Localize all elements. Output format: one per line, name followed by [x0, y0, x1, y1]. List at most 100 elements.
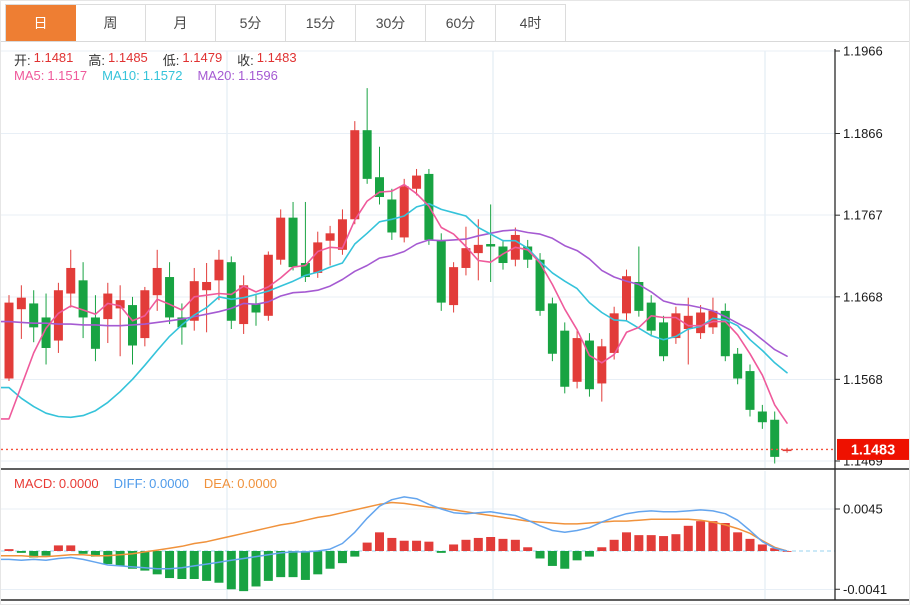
macd-histogram-bar [547, 551, 557, 566]
candle-body [572, 338, 582, 382]
candle-body [300, 263, 310, 278]
macd-histogram-bar [560, 551, 570, 569]
tab-month[interactable]: 月 [146, 5, 216, 41]
macd-histogram-bar [609, 539, 619, 551]
macd-histogram-bar [461, 539, 471, 551]
price-axis-label: 1.1767 [843, 208, 883, 223]
macd-histogram-bar [671, 534, 681, 551]
macd-histogram-bar [140, 551, 150, 571]
macd-histogram-bar [103, 551, 113, 565]
macd-histogram-bar [683, 525, 693, 551]
candle-body [350, 130, 360, 220]
macd-histogram-bar [597, 547, 607, 551]
macd-histogram-bar [399, 540, 409, 551]
candle-body [53, 290, 63, 341]
tab-60min[interactable]: 60分 [426, 5, 496, 41]
macd-row-dea: DEA: 0.0000 [203, 476, 278, 491]
price-axis-label: 1.1568 [843, 372, 883, 387]
candle-body [29, 303, 39, 328]
macd-histogram-bar [449, 544, 459, 551]
current-price-label [837, 438, 909, 460]
candle-body [337, 219, 347, 250]
tab-day[interactable]: 日 [6, 5, 76, 41]
candle-body [226, 262, 236, 321]
ohlc-readout: 开: 1.1481 高: 1.1485 低: 1.1479 收: 1.1483 [14, 50, 297, 69]
candle-body [696, 312, 706, 334]
macd-histogram-bar [288, 551, 298, 578]
candle-body [375, 177, 384, 198]
candle-body [399, 186, 409, 238]
macd-histogram-bar [523, 547, 533, 551]
macd-histogram-bar [696, 521, 706, 551]
price-axis-label: 1.1668 [843, 289, 883, 304]
candle-body [449, 267, 459, 306]
candle-body [412, 175, 422, 189]
macd-histogram-bar [782, 551, 792, 552]
macd-histogram-bar [152, 551, 162, 575]
macd-histogram-bar [424, 541, 434, 551]
candle-body [276, 217, 286, 260]
macd-legend: MACD: 0.0000 DIFF: 0.0000 DEA: 0.0000 [14, 476, 277, 491]
macd-histogram-bar [634, 535, 644, 551]
candle-body [165, 277, 175, 318]
macd-histogram-bar [78, 551, 88, 554]
macd-histogram-bar [66, 545, 76, 551]
ma-row-ma5: MA5: 1.1517 [14, 68, 88, 83]
macd-histogram-bar [720, 523, 730, 551]
candle-body [16, 297, 26, 310]
macd-axis-label: -0.0041 [843, 582, 887, 597]
candle-body [683, 315, 693, 330]
tab-4hour[interactable]: 4时 [496, 5, 566, 41]
macd-histogram-bar [584, 551, 594, 557]
macd-histogram-bar [29, 551, 39, 558]
macd-histogram-bar [165, 551, 175, 579]
candle-body [325, 233, 335, 241]
macd-histogram-bar [486, 537, 496, 551]
candle-body [177, 317, 187, 328]
candle-body [523, 246, 533, 260]
tab-15min[interactable]: 15分 [286, 5, 356, 41]
candle-body [634, 281, 644, 311]
dea-line [1, 501, 788, 558]
candle-body [140, 290, 150, 339]
macd-histogram-bar [239, 551, 249, 592]
macd-histogram-bar [41, 551, 51, 556]
ohlc-row-open: 开: 1.1481 [14, 50, 74, 68]
macd-histogram-bar [189, 551, 199, 579]
macd-histogram-bar [16, 551, 26, 553]
macd-histogram-bar [300, 551, 310, 580]
macd-histogram-bar [313, 551, 323, 575]
macd-histogram-bar [757, 544, 767, 551]
tab-30min[interactable]: 30分 [356, 5, 426, 41]
macd-histogram-bar [53, 545, 63, 551]
candle-body [782, 449, 792, 452]
macd-histogram-bar [350, 551, 360, 557]
candle-body [90, 317, 100, 349]
macd-histogram-bar [263, 551, 273, 581]
candle-body [436, 239, 446, 303]
candle-body [115, 300, 125, 309]
ma10-line [1, 202, 788, 419]
candle-body [152, 267, 162, 296]
ma-legend: MA5: 1.1517 MA10: 1.1572 MA20: 1.1596 [14, 68, 278, 83]
tab-5min[interactable]: 5分 [216, 5, 286, 41]
macd-histogram-bar [572, 551, 582, 561]
ma-row-ma10: MA10: 1.1572 [102, 68, 183, 83]
candle-body [560, 330, 570, 387]
ohlc-row-close: 收: 1.1483 [237, 50, 297, 68]
candle-body [535, 259, 545, 311]
price-axis-label: 1.1866 [843, 126, 883, 141]
ohlc-row-high: 高: 1.1485 [88, 50, 148, 68]
macd-histogram-bar [337, 551, 347, 564]
price-axis-label: 1.1966 [843, 44, 883, 59]
candle-body [609, 313, 619, 353]
timeframe-tabs: 日周月 5分 15分 30分 60分 4时 [5, 4, 566, 41]
macd-histogram-bar [535, 551, 545, 559]
macd-histogram-bar [177, 551, 187, 579]
candle-body [103, 293, 113, 320]
macd-histogram-bar [115, 551, 125, 566]
macd-histogram-bar [412, 540, 422, 551]
candle-body [671, 313, 681, 339]
tab-week[interactable]: 周 [76, 5, 146, 41]
